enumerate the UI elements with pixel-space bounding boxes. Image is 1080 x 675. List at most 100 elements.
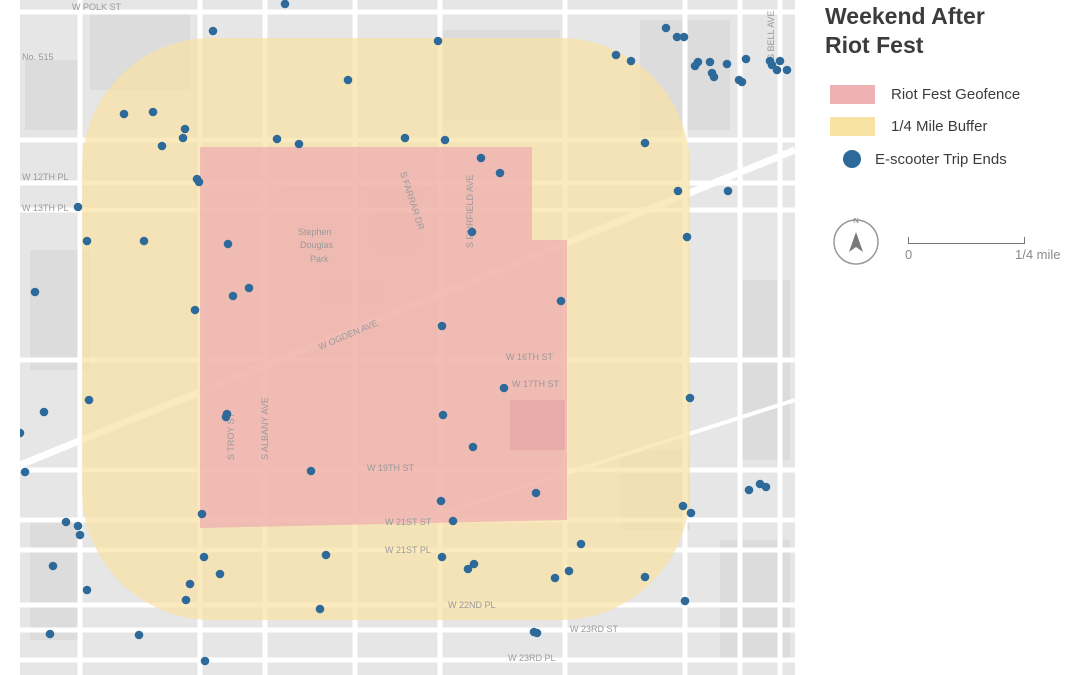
trip-end-point <box>343 75 353 85</box>
trip-end-point <box>200 656 210 666</box>
trip-end-point <box>775 56 785 66</box>
trip-end-point <box>134 630 144 640</box>
label-w19th: W 19TH ST <box>367 463 415 473</box>
trip-end-point <box>440 135 450 145</box>
trip-end-point <box>680 596 690 606</box>
trip-end-point <box>223 239 233 249</box>
trip-end-point <box>673 186 683 196</box>
label-w22nd: W 22ND PL <box>448 600 496 610</box>
trip-end-point <box>199 552 209 562</box>
trip-end-point <box>709 72 719 82</box>
trip-end-point <box>157 141 167 151</box>
trip-end-point <box>672 32 682 42</box>
title-line-2: Riot Fest <box>825 32 924 58</box>
buffer-label: 1/4 Mile Buffer <box>891 118 988 135</box>
trip-end-point <box>39 407 49 417</box>
trip-end-point <box>208 26 218 36</box>
trip-end-point <box>306 466 316 476</box>
trip-end-point <box>531 488 541 498</box>
trip-end-point <box>197 509 207 519</box>
trip-dot-swatch <box>843 150 861 168</box>
trip-end-point <box>467 227 477 237</box>
trip-end-point <box>82 585 92 595</box>
trip-end-point <box>61 517 71 527</box>
trip-end-point <box>178 133 188 143</box>
trip-end-point <box>686 508 696 518</box>
trip-end-point <box>294 139 304 149</box>
trip-end-point <box>476 153 486 163</box>
trip-end-point <box>640 572 650 582</box>
trips-label: E-scooter Trip Ends <box>875 150 1007 168</box>
trip-end-point <box>437 552 447 562</box>
north-label: N <box>853 218 859 225</box>
trip-end-point <box>564 566 574 576</box>
trip-end-point <box>679 32 689 42</box>
trip-end-point <box>73 521 83 531</box>
trip-end-point <box>761 482 771 492</box>
geofence-label: Riot Fest Geofence <box>891 86 1021 103</box>
trip-end-point <box>272 134 282 144</box>
trip-end-point <box>148 107 158 117</box>
trip-end-point <box>436 496 446 506</box>
trip-end-point <box>221 412 231 422</box>
label-park3: Park <box>310 254 329 264</box>
trip-end-point <box>280 0 290 9</box>
trip-end-point <box>550 573 560 583</box>
trip-end-point <box>782 65 792 75</box>
label-polk: W POLK ST <box>72 2 122 12</box>
trip-end-point <box>30 287 40 297</box>
trip-end-point <box>400 133 410 143</box>
trip-end-point <box>321 550 331 560</box>
trip-end-point <box>45 629 55 639</box>
trip-end-point <box>685 393 695 403</box>
map-svg: W POLK ST No. 515 W 12TH PL W 13TH PL St… <box>20 0 795 675</box>
trip-end-point <box>723 186 733 196</box>
label-w21st: W 21ST ST <box>385 517 432 527</box>
trip-end-point <box>661 23 671 33</box>
trip-end-point <box>737 77 747 87</box>
scale-line <box>908 237 1025 244</box>
trip-end-point <box>678 501 688 511</box>
geofence-swatch <box>830 85 875 104</box>
trip-end-point <box>139 236 149 246</box>
scale-zero: 0 <box>905 247 913 262</box>
label-w13th: W 13TH PL <box>22 203 69 213</box>
trip-end-point <box>20 428 25 438</box>
label-bell: S BELL AVE <box>766 10 776 60</box>
legend-geofence: Riot Fest Geofence <box>830 85 1020 104</box>
trip-end-point <box>495 168 505 178</box>
trip-end-point <box>469 559 479 569</box>
map-title: Weekend After Riot Fest <box>825 2 985 60</box>
trip-end-point <box>84 395 94 405</box>
scale-bar: 0 1/4 mile <box>905 232 1075 262</box>
trip-end-point <box>463 564 473 574</box>
label-w12th: W 12TH PL <box>22 172 69 182</box>
trip-end-point <box>611 50 621 60</box>
trip-end-point <box>185 579 195 589</box>
trip-end-point <box>73 202 83 212</box>
trip-end-point <box>48 561 58 571</box>
label-fairfield: S FAIRFIELD AVE <box>465 175 475 248</box>
scale-end: 1/4 mile <box>1015 247 1061 262</box>
trip-end-point <box>190 305 200 315</box>
trip-end-point <box>556 296 566 306</box>
sidebar: Weekend After Riot Fest Riot Fest Geofen… <box>795 0 1080 675</box>
trip-end-point <box>499 383 509 393</box>
trip-end-point <box>640 138 650 148</box>
trip-end-point <box>228 291 238 301</box>
label-no515: No. 515 <box>22 52 54 62</box>
trip-end-point <box>468 442 478 452</box>
trip-end-point <box>119 109 129 119</box>
trip-end-point <box>438 410 448 420</box>
trip-end-point <box>741 54 751 64</box>
trip-end-point <box>181 595 191 605</box>
title-line-1: Weekend After <box>825 3 985 29</box>
riot-fest-geofence <box>200 147 567 528</box>
map-canvas[interactable]: W POLK ST No. 515 W 12TH PL W 13TH PL St… <box>20 0 795 675</box>
label-troy: S TROY ST <box>226 412 236 460</box>
trip-end-point <box>20 467 30 477</box>
trip-end-point <box>75 530 85 540</box>
label-albany: S ALBANY AVE <box>260 397 270 460</box>
trip-end-point <box>705 57 715 67</box>
trip-end-point <box>576 539 586 549</box>
